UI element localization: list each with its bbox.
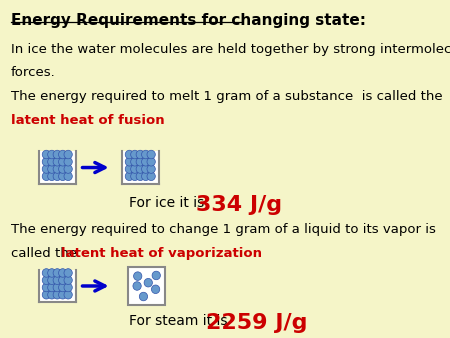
FancyBboxPatch shape (39, 269, 76, 303)
Circle shape (134, 272, 142, 281)
Circle shape (152, 271, 160, 280)
Circle shape (42, 290, 50, 299)
Circle shape (58, 283, 67, 292)
Circle shape (48, 276, 56, 285)
Circle shape (58, 276, 67, 285)
Circle shape (58, 165, 67, 173)
Text: For steam it is: For steam it is (129, 314, 232, 328)
Circle shape (130, 172, 139, 180)
Circle shape (42, 150, 50, 159)
Circle shape (136, 150, 144, 159)
Circle shape (58, 158, 67, 166)
Circle shape (53, 158, 61, 166)
Circle shape (64, 165, 72, 173)
Text: Energy Requirements for changing state:: Energy Requirements for changing state: (11, 13, 366, 28)
Circle shape (48, 150, 56, 159)
Text: 334 J/g: 334 J/g (196, 195, 282, 215)
Circle shape (64, 269, 72, 277)
Circle shape (42, 172, 50, 180)
Circle shape (147, 150, 155, 159)
Circle shape (48, 290, 56, 299)
Circle shape (125, 165, 134, 173)
Circle shape (125, 150, 134, 159)
Circle shape (42, 269, 50, 277)
Circle shape (142, 150, 150, 159)
Circle shape (48, 283, 56, 292)
Circle shape (130, 158, 139, 166)
Text: latent heat of fusion: latent heat of fusion (11, 114, 165, 127)
Circle shape (130, 165, 139, 173)
Circle shape (152, 285, 160, 294)
Text: In ice the water molecules are held together by strong intermolecular: In ice the water molecules are held toge… (11, 43, 450, 55)
Circle shape (136, 172, 144, 180)
Text: The energy required to change 1 gram of a liquid to its vapor is: The energy required to change 1 gram of … (11, 223, 436, 237)
Circle shape (53, 269, 61, 277)
Circle shape (53, 165, 61, 173)
Circle shape (64, 150, 72, 159)
Circle shape (64, 283, 72, 292)
Circle shape (42, 158, 50, 166)
Circle shape (53, 290, 61, 299)
Circle shape (142, 172, 150, 180)
Circle shape (136, 158, 144, 166)
Circle shape (58, 150, 67, 159)
Circle shape (133, 282, 141, 290)
Circle shape (142, 165, 150, 173)
Circle shape (53, 150, 61, 159)
Circle shape (64, 290, 72, 299)
Circle shape (58, 172, 67, 180)
Circle shape (53, 172, 61, 180)
Text: The energy required to melt 1 gram of a substance  is called the: The energy required to melt 1 gram of a … (11, 90, 443, 103)
Circle shape (64, 276, 72, 285)
Circle shape (125, 172, 134, 180)
Circle shape (48, 158, 56, 166)
FancyBboxPatch shape (122, 151, 158, 184)
Circle shape (140, 292, 148, 301)
Circle shape (42, 276, 50, 285)
Circle shape (144, 279, 153, 287)
Text: called the: called the (11, 247, 81, 260)
Circle shape (58, 290, 67, 299)
Circle shape (147, 172, 155, 180)
FancyBboxPatch shape (39, 151, 76, 184)
Text: forces.: forces. (11, 66, 56, 79)
Circle shape (64, 158, 72, 166)
Circle shape (147, 165, 155, 173)
Circle shape (147, 158, 155, 166)
Circle shape (53, 276, 61, 285)
Circle shape (48, 165, 56, 173)
Circle shape (130, 150, 139, 159)
Circle shape (136, 165, 144, 173)
Text: latent heat of vaporization: latent heat of vaporization (61, 247, 262, 260)
Circle shape (142, 158, 150, 166)
FancyBboxPatch shape (128, 267, 165, 305)
Circle shape (42, 283, 50, 292)
Circle shape (53, 283, 61, 292)
Circle shape (125, 158, 134, 166)
Circle shape (48, 269, 56, 277)
Circle shape (48, 172, 56, 180)
Circle shape (42, 165, 50, 173)
Circle shape (64, 172, 72, 180)
Circle shape (58, 269, 67, 277)
Text: 2259 J/g: 2259 J/g (206, 313, 307, 333)
Text: For ice it is: For ice it is (129, 195, 209, 210)
